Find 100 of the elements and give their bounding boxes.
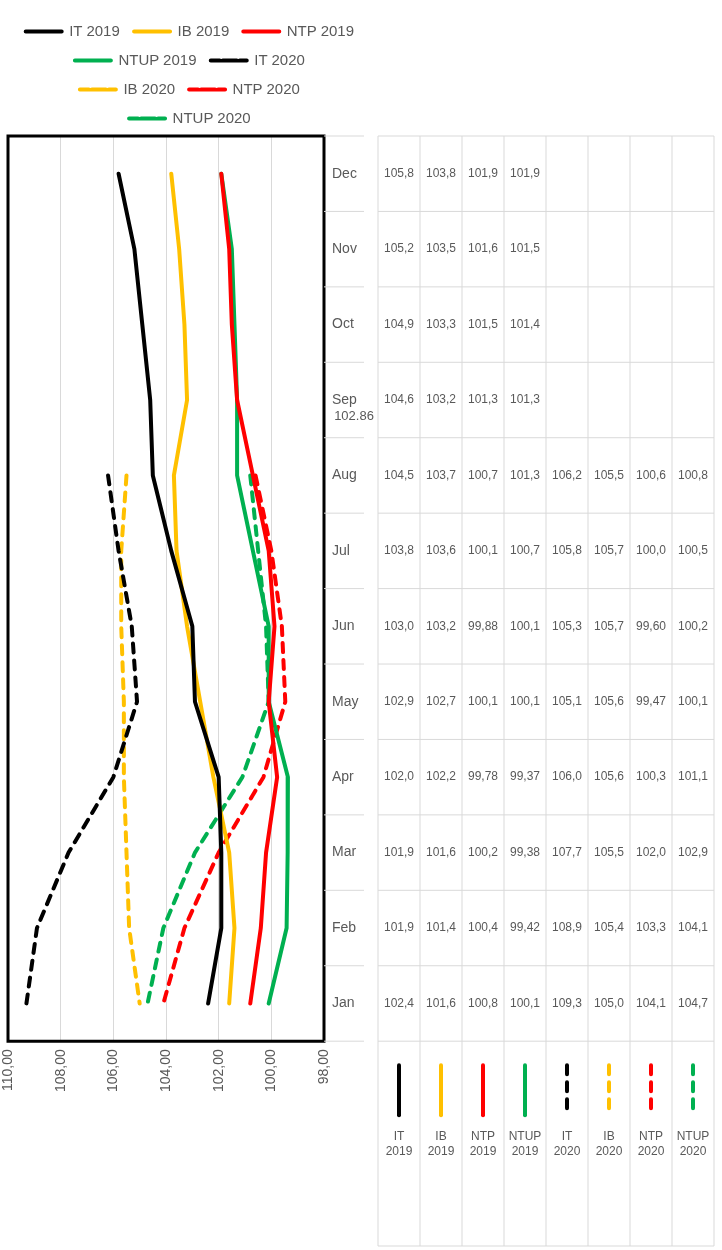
data-label: 101,6 [425, 844, 457, 859]
data-label: 100,2 [467, 844, 499, 859]
data-label: 101,9 [509, 166, 541, 181]
text: IT 2020 [553, 1129, 581, 1159]
data-label: 100,0 [635, 543, 667, 558]
data-label: 100,1 [509, 694, 541, 709]
data-label: 99,38 [509, 844, 541, 859]
data-label: 100,3 [635, 769, 667, 784]
data-label: 101,3 [509, 392, 541, 407]
y-tick-label: Jun [332, 617, 355, 634]
data-label: 99,47 [635, 694, 667, 709]
text: NTUP 2019 [508, 1129, 542, 1159]
data-label: 105,5 [593, 467, 625, 482]
y-tick-label: Oct [332, 315, 354, 332]
data-label: 103,8 [425, 166, 457, 181]
data-label: 106,2 [551, 467, 583, 482]
data-label: 101,9 [383, 920, 415, 935]
y-tick-label: Aug [332, 466, 357, 483]
data-label: 101,3 [509, 467, 541, 482]
data-label: 106,0 [551, 769, 583, 784]
data-label: 101,4 [425, 920, 457, 935]
data-label: 101,6 [467, 241, 499, 256]
data-label: 99,88 [467, 618, 499, 633]
data-label: 101,3 [467, 392, 499, 407]
data-label: 104,1 [677, 920, 709, 935]
text: IB 2019 [427, 1129, 455, 1159]
data-label: 103,0 [383, 618, 415, 633]
data-label: 103,3 [425, 316, 457, 331]
y-tick-label: Dec [332, 164, 357, 181]
legend-label: IT 2019 [69, 21, 120, 39]
data-label: 100,8 [467, 995, 499, 1010]
y-tick-label: Feb [332, 918, 357, 935]
data-label: 102,9 [677, 844, 709, 859]
data-label: 109,3 [551, 995, 583, 1010]
data-label: 100,4 [467, 920, 499, 935]
legend-label: NTP 2020 [232, 79, 300, 97]
data-label: 105,7 [593, 618, 625, 633]
data-label: 105,7 [593, 543, 625, 558]
data-label: 101,9 [467, 166, 499, 181]
data-label: 100,1 [467, 694, 499, 709]
data-label: 103,3 [635, 920, 667, 935]
y-tick-label: Jul [332, 541, 350, 558]
legend-label: IB 2020 [123, 79, 176, 97]
data-label: 101,9 [383, 844, 415, 859]
data-label: 99,37 [509, 769, 541, 784]
data-label: 101,5 [509, 241, 541, 256]
legend-label: NTP 2019 [286, 21, 355, 39]
data-label: 102,4 [383, 995, 415, 1010]
data-label: 103,8 [383, 543, 415, 558]
y-tick-label: May [332, 692, 359, 709]
data-label: 105,2 [383, 241, 415, 256]
data-label: 101,4 [509, 316, 541, 331]
y-tick-label: Mar [332, 843, 357, 860]
data-label: 101,1 [677, 769, 709, 784]
data-label: 108,9 [551, 920, 583, 935]
data-label: 105,6 [593, 769, 625, 784]
data-label: 104,1 [635, 995, 667, 1010]
data-label: 101,5 [467, 316, 499, 331]
data-label: 102,0 [383, 769, 415, 784]
x-tick-label: 106,00 [104, 1048, 121, 1093]
data-label: 100,1 [467, 543, 499, 558]
x-tick-label: 110,00 [0, 1048, 15, 1091]
data-label: 105,5 [593, 844, 625, 859]
text: NTUP 2020 [676, 1129, 710, 1159]
data-label: 104,7 [677, 995, 709, 1010]
data-label: 103,5 [425, 241, 457, 256]
data-label: 101,6 [425, 995, 457, 1010]
data-label: 100,8 [677, 467, 709, 482]
data-label: 103,7 [425, 467, 457, 482]
legend-label: NTUP 2020 [172, 108, 251, 126]
text: 102.86 [334, 408, 374, 424]
data-label: 102,2 [425, 769, 457, 784]
data-label: 103,2 [425, 392, 457, 407]
text: IB 2020 [595, 1129, 623, 1159]
data-label: 100,1 [677, 694, 709, 709]
y-tick-label: Apr [332, 768, 355, 785]
data-label: 103,6 [425, 543, 457, 558]
data-label: 105,8 [551, 543, 583, 558]
data-label: 99,60 [635, 618, 667, 633]
data-label: 100,7 [509, 543, 541, 558]
legend-label: NTUP 2019 [118, 50, 197, 68]
data-label: 99,42 [509, 920, 541, 935]
data-label: 105,1 [551, 694, 583, 709]
data-label: 100,2 [677, 618, 709, 633]
data-label: 100,7 [467, 467, 499, 482]
data-label: 103,2 [425, 618, 457, 633]
legend-label: IB 2019 [177, 21, 230, 39]
x-tick-label: 102,00 [209, 1048, 226, 1093]
data-label: 100,6 [635, 467, 667, 482]
x-tick-label: 104,00 [156, 1048, 173, 1093]
data-label: 104,9 [383, 316, 415, 331]
data-label: 102,7 [425, 694, 457, 709]
data-label: 100,1 [509, 995, 541, 1010]
x-tick-label: 108,00 [51, 1048, 68, 1093]
data-label: 105,4 [593, 920, 625, 935]
data-label: 105,0 [593, 995, 625, 1010]
data-label: 104,6 [383, 392, 415, 407]
data-label: 107,7 [551, 844, 583, 859]
y-tick-label: Nov [332, 240, 357, 257]
x-tick-label: 100,00 [262, 1048, 279, 1093]
